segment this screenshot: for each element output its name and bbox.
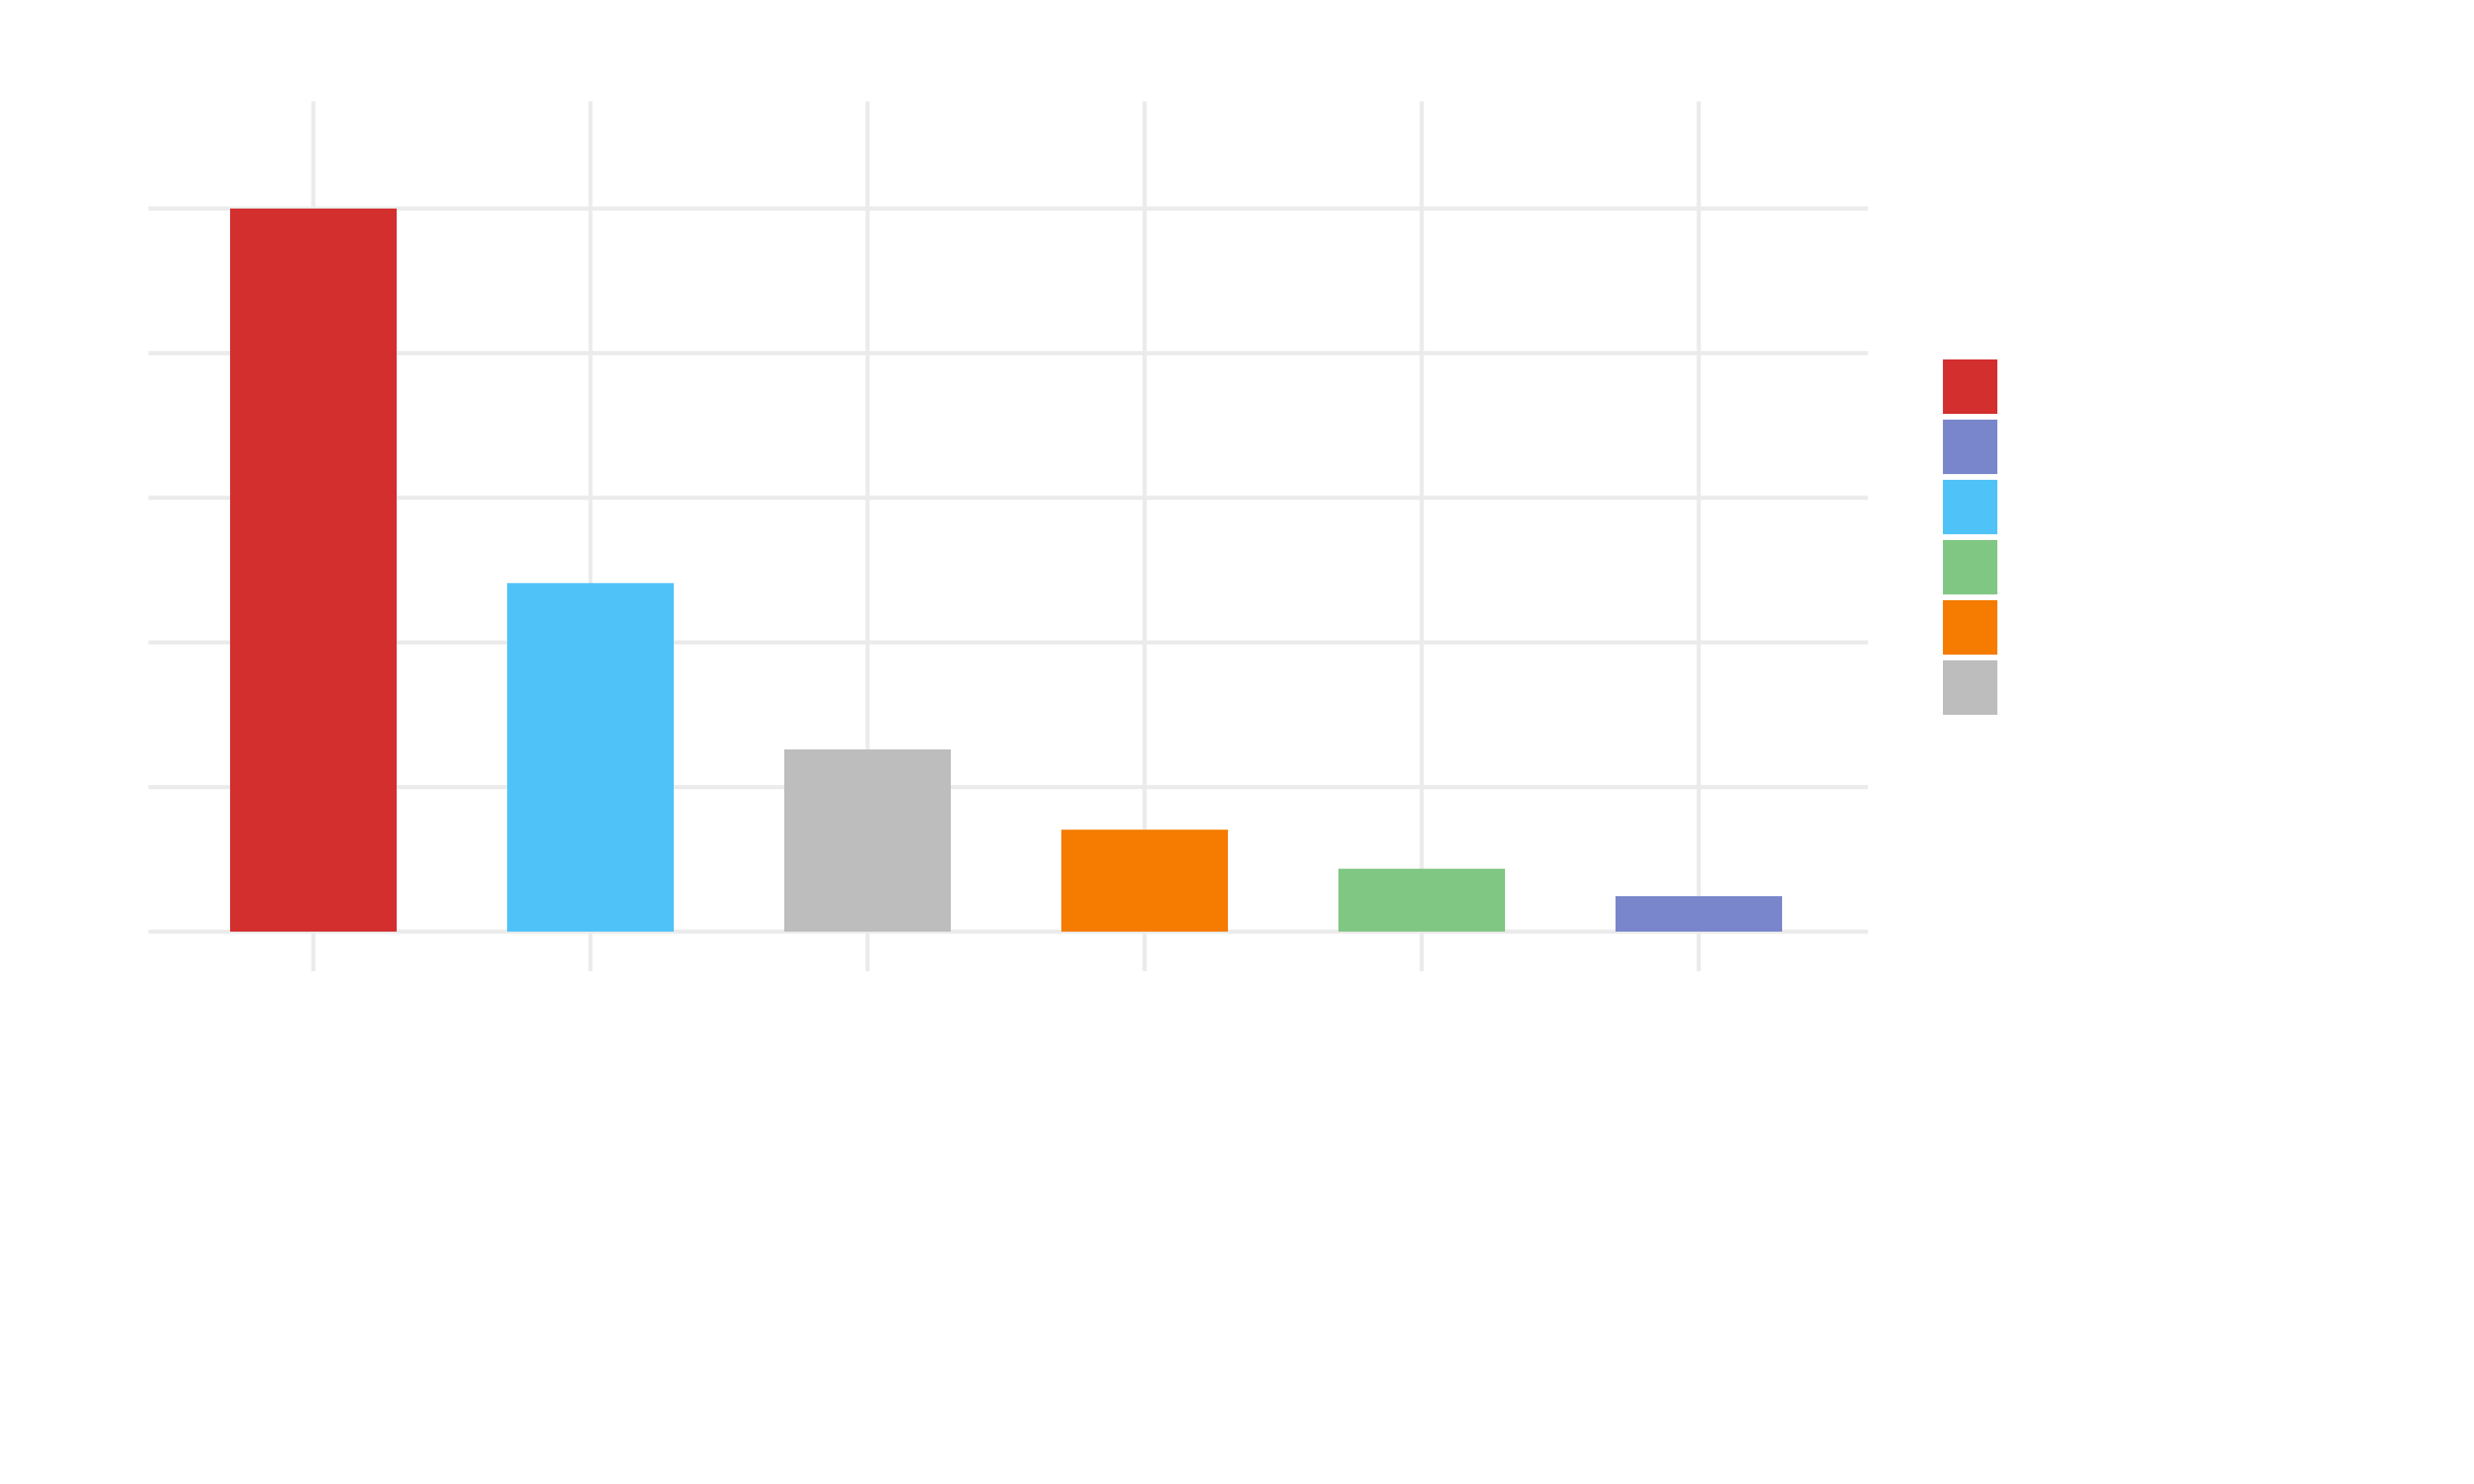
legend-key: [1940, 657, 2001, 718]
legend-key: [1940, 537, 2001, 598]
legend-key: [1940, 477, 2001, 538]
bars: [230, 209, 1782, 932]
bar: [1338, 868, 1505, 932]
grid: [148, 101, 1868, 971]
bar: [507, 583, 674, 932]
bar: [784, 749, 951, 932]
bar: [230, 209, 397, 932]
bar: [1616, 896, 1782, 932]
legend-key: [1940, 597, 2001, 658]
bar: [1061, 829, 1228, 932]
legend-key: [1940, 356, 2001, 417]
legend: [1940, 356, 2001, 718]
legend-key: [1940, 416, 2001, 477]
